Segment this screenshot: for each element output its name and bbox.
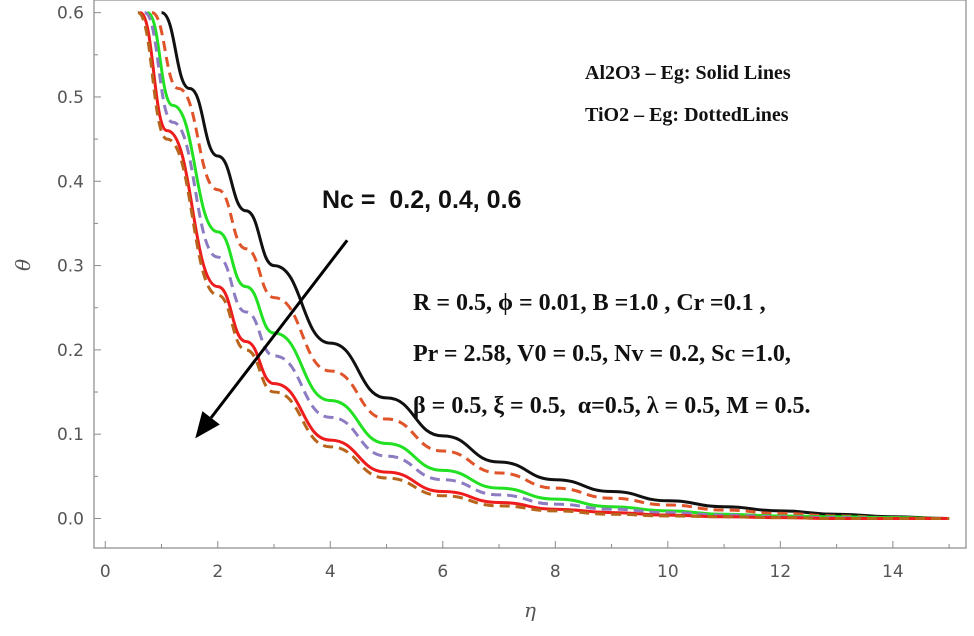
param-line-2: Pr = 2.58, V0 = 0.5, Nv = 0.2, Sc =1.0,: [413, 341, 791, 367]
y-tick-label: 0.6: [57, 4, 84, 24]
y-tick-label: 0.2: [57, 341, 84, 361]
y-tick-label: 0.3: [57, 257, 84, 277]
series-line-5-solid: [139, 11, 950, 520]
y-tick-label: 0.1: [57, 425, 84, 445]
y-tick-label: 0.5: [57, 88, 84, 108]
ticks: 0 2 4 6 8 10 12 14 0.0 0.1 0.2 0.3 0.4 0.5 0.6: [57, 4, 950, 582]
series-line-3-solid: [146, 11, 950, 520]
param-line-1: R = 0.5, ϕ = 0.01, B =1.0 , Cr =0.1 ,: [413, 290, 766, 316]
series-line-6-dashed: [137, 11, 950, 520]
arrow-shaft: [209, 239, 349, 419]
series-line-4-dashed: [143, 11, 950, 520]
param-line-3: β = 0.5, ξ = 0.5, α=0.5, λ = 0.5, M = 0.…: [413, 393, 811, 419]
y-tick-label: 0.4: [57, 172, 84, 192]
legend-line-dotted: TiO2 – Eg: DottedLines: [585, 104, 789, 126]
x-axis-title: η: [524, 598, 536, 622]
series-line-2-dashed: [151, 11, 950, 520]
x-tick-label: 2: [212, 562, 223, 582]
x-tick-label: 10: [657, 562, 679, 582]
x-tick-label: 14: [882, 562, 904, 582]
plot-frame: [93, 0, 967, 549]
series-group: [137, 11, 950, 520]
x-tick-label: 8: [550, 562, 561, 582]
x-tick-label: 6: [437, 562, 448, 582]
x-tick-label: 0: [100, 562, 111, 582]
x-tick-label: 12: [770, 562, 792, 582]
x-tick-label: 4: [325, 562, 336, 582]
nc-annotation: Nc = 0.2, 0.4, 0.6: [322, 186, 521, 214]
y-axis-title: θ: [11, 259, 35, 271]
nc-arrow: [195, 239, 349, 439]
series-line-1-solid: [160, 11, 950, 520]
y-tick-label: 0.0: [57, 509, 84, 529]
arrow-head: [195, 411, 220, 439]
legend-line-solid: Al2O3 – Eg: Solid Lines: [585, 62, 791, 84]
